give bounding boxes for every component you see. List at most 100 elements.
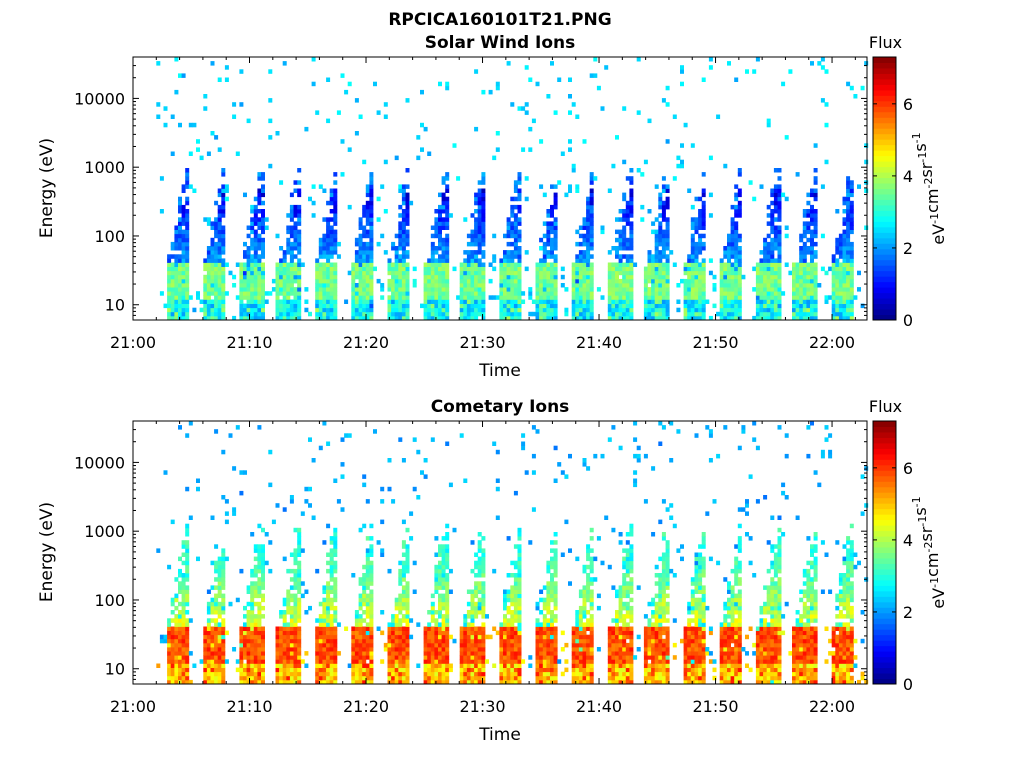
heatmap-cell — [394, 659, 399, 664]
heatmap-cell — [235, 262, 240, 267]
heatmap-cell — [289, 593, 294, 599]
heatmap-cell — [178, 568, 182, 574]
heatmap-cell — [391, 266, 396, 272]
heatmap-cell — [730, 287, 735, 292]
heatmap-cell — [318, 303, 323, 309]
heatmap-cell — [539, 303, 544, 309]
heatmap-cell — [499, 315, 504, 321]
heatmap-cell — [445, 209, 450, 214]
heatmap-cell — [174, 295, 179, 300]
heatmap-cell — [810, 274, 814, 280]
heatmap-cell — [434, 552, 439, 557]
heatmap-cell — [553, 258, 558, 263]
heatmap-cell — [253, 291, 258, 296]
heatmap-cell — [849, 295, 854, 300]
heatmap-cell — [221, 610, 226, 615]
heatmap-cell — [427, 295, 432, 300]
heatmap-cell — [474, 634, 479, 640]
heatmap-cell — [391, 614, 396, 619]
heatmap-cell — [300, 659, 305, 664]
heatmap-cell — [315, 667, 320, 673]
heatmap-cell — [730, 307, 735, 313]
heatmap-cell — [380, 552, 385, 557]
heatmap-cell — [243, 303, 247, 309]
heatmap-cell — [770, 283, 775, 288]
heatmap-cell — [293, 229, 298, 235]
heatmap-cell — [658, 200, 663, 206]
heatmap-cell — [481, 241, 486, 247]
heatmap-cell — [362, 291, 367, 296]
heatmap-cell — [326, 229, 331, 235]
heatmap-cell — [611, 315, 616, 321]
heatmap-cell — [333, 262, 338, 267]
heatmap-cell — [279, 679, 284, 685]
colorbar-swatch — [873, 95, 896, 102]
heatmap-cell — [333, 671, 338, 677]
heatmap-cell — [542, 274, 547, 280]
heatmap-cell — [799, 307, 804, 313]
heatmap-cell — [470, 241, 475, 247]
heatmap-cell — [690, 307, 695, 313]
heatmap-cell — [665, 221, 670, 226]
heatmap-cell — [643, 311, 648, 317]
heatmap-cell — [589, 209, 594, 214]
heatmap-cell — [322, 634, 327, 640]
heatmap-cell — [770, 246, 775, 251]
heatmap-cell — [203, 315, 208, 321]
heatmap-cell — [362, 630, 367, 636]
heatmap-cell — [170, 262, 175, 267]
heatmap-cell — [575, 241, 580, 247]
heatmap-cell — [354, 614, 359, 619]
heatmap-cell — [383, 642, 388, 648]
heatmap-cell — [282, 295, 287, 300]
heatmap-cell — [607, 278, 612, 284]
heatmap-cell — [643, 270, 648, 276]
heatmap-cell — [391, 659, 396, 664]
heatmap-cell — [773, 184, 778, 189]
heatmap-cell — [510, 291, 515, 296]
heatmap-cell — [643, 283, 648, 288]
heatmap-cell — [730, 303, 735, 309]
heatmap-cell — [441, 241, 446, 247]
heatmap-cell — [185, 254, 190, 259]
heatmap-cell — [210, 270, 215, 276]
heatmap-cell — [196, 556, 200, 562]
heatmap-cell — [268, 449, 273, 455]
heatmap-cell — [763, 254, 768, 259]
heatmap-cell — [246, 610, 251, 615]
heatmap-cell — [506, 274, 511, 280]
heatmap-cell — [517, 315, 522, 321]
heatmap-cell — [401, 250, 406, 255]
heatmap-cell — [405, 311, 410, 317]
heatmap-cell — [445, 651, 450, 656]
heatmap-cell — [394, 638, 399, 644]
heatmap-cell — [434, 655, 439, 660]
heatmap-cell — [510, 311, 515, 317]
heatmap-cell — [474, 679, 479, 685]
heatmap-cell — [463, 250, 468, 255]
heatmap-cell — [550, 270, 554, 276]
heatmap-cell — [770, 237, 775, 243]
heatmap-cell — [181, 560, 186, 566]
heatmap-cell — [362, 564, 367, 570]
colorbar-swatch — [873, 199, 896, 206]
heatmap-cell — [210, 250, 215, 255]
heatmap-cell — [398, 663, 403, 668]
heatmap-cell — [203, 94, 208, 99]
heatmap-cell — [365, 601, 370, 607]
heatmap-cell — [434, 246, 439, 251]
heatmap-cell — [210, 605, 215, 611]
heatmap-cell — [185, 250, 190, 255]
heatmap-cell — [810, 250, 814, 255]
heatmap-cell — [297, 585, 302, 590]
heatmap-cell — [246, 589, 251, 594]
heatmap-cell — [734, 196, 739, 202]
heatmap-cell — [289, 278, 294, 284]
heatmap-cell — [311, 458, 316, 463]
heatmap-cell — [734, 213, 739, 218]
heatmap-cell — [405, 618, 410, 623]
heatmap-cell — [802, 299, 807, 304]
heatmap-cell — [297, 581, 302, 586]
heatmap-cell — [629, 221, 634, 226]
heatmap-cell — [434, 581, 439, 586]
